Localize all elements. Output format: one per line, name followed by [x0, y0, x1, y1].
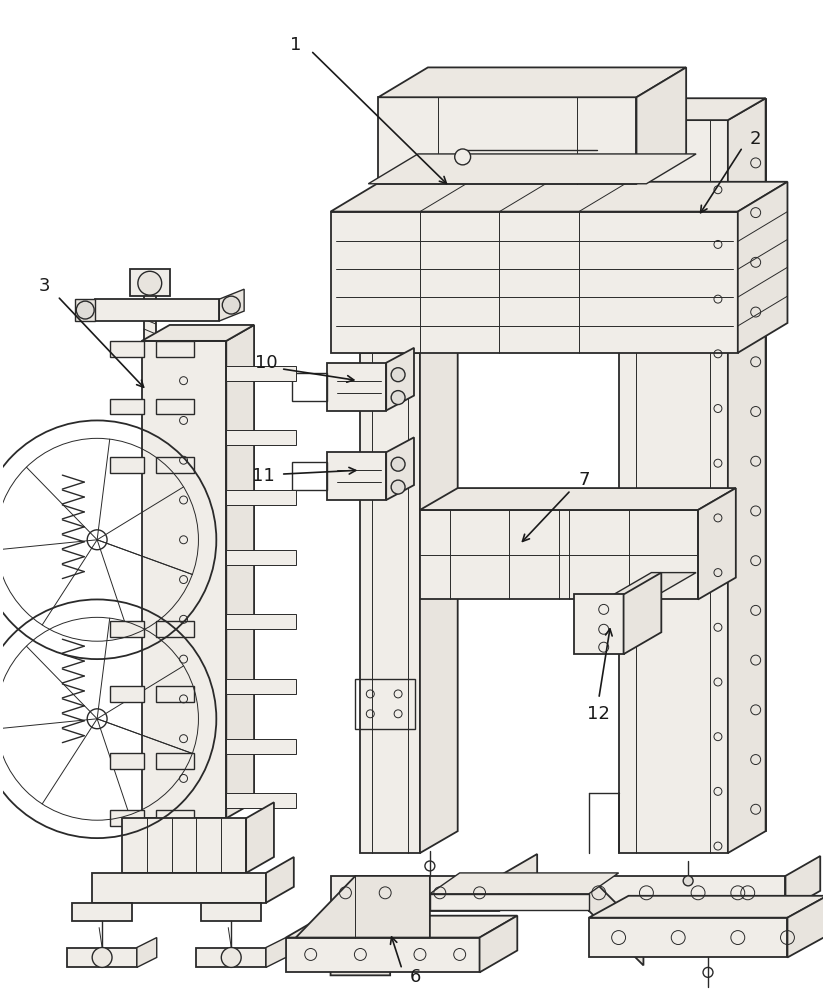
Polygon shape	[619, 98, 766, 120]
Polygon shape	[330, 212, 738, 353]
Polygon shape	[226, 739, 296, 754]
Polygon shape	[266, 938, 286, 967]
Polygon shape	[142, 341, 226, 818]
Polygon shape	[430, 873, 619, 894]
Polygon shape	[156, 341, 194, 357]
Polygon shape	[787, 896, 826, 957]
Polygon shape	[156, 686, 194, 702]
Polygon shape	[589, 896, 826, 918]
Polygon shape	[698, 488, 736, 599]
Circle shape	[93, 948, 112, 967]
Polygon shape	[156, 399, 194, 414]
Circle shape	[138, 271, 162, 295]
Polygon shape	[226, 325, 254, 818]
Polygon shape	[226, 793, 296, 808]
Polygon shape	[110, 457, 144, 473]
Polygon shape	[296, 876, 430, 938]
Polygon shape	[330, 911, 390, 975]
Polygon shape	[110, 621, 144, 637]
Polygon shape	[95, 299, 220, 321]
Text: 11: 11	[252, 467, 274, 485]
Circle shape	[392, 368, 405, 382]
Circle shape	[221, 948, 241, 967]
Circle shape	[76, 301, 94, 319]
Polygon shape	[619, 120, 728, 853]
Text: 12: 12	[587, 705, 610, 723]
Circle shape	[392, 391, 405, 405]
Polygon shape	[500, 854, 537, 911]
Polygon shape	[110, 753, 144, 768]
Polygon shape	[226, 366, 296, 381]
Polygon shape	[326, 363, 387, 410]
Polygon shape	[637, 67, 686, 184]
Text: 6: 6	[410, 968, 420, 986]
Polygon shape	[130, 269, 169, 296]
Polygon shape	[574, 594, 624, 654]
Polygon shape	[156, 457, 194, 473]
Polygon shape	[142, 325, 254, 341]
Polygon shape	[378, 67, 686, 97]
Polygon shape	[728, 98, 766, 853]
Polygon shape	[286, 938, 480, 972]
Polygon shape	[246, 802, 274, 873]
Polygon shape	[197, 948, 266, 967]
Circle shape	[683, 876, 693, 886]
Polygon shape	[73, 903, 132, 921]
Polygon shape	[226, 490, 296, 505]
Polygon shape	[68, 948, 137, 967]
Polygon shape	[266, 857, 294, 903]
Polygon shape	[387, 437, 414, 500]
Polygon shape	[589, 876, 786, 911]
Polygon shape	[330, 876, 500, 911]
Polygon shape	[330, 182, 787, 212]
Polygon shape	[326, 452, 387, 500]
Polygon shape	[614, 573, 696, 594]
Polygon shape	[144, 289, 156, 840]
Circle shape	[222, 296, 240, 314]
Circle shape	[455, 149, 471, 165]
Polygon shape	[226, 614, 296, 629]
Polygon shape	[110, 810, 144, 826]
Polygon shape	[156, 621, 194, 637]
Polygon shape	[624, 573, 662, 654]
Polygon shape	[738, 182, 787, 353]
Polygon shape	[360, 331, 458, 353]
Polygon shape	[360, 353, 420, 853]
Polygon shape	[156, 753, 194, 768]
Polygon shape	[420, 488, 736, 510]
Polygon shape	[226, 430, 296, 445]
Polygon shape	[110, 341, 144, 357]
Polygon shape	[122, 818, 246, 873]
Polygon shape	[589, 876, 643, 965]
Polygon shape	[93, 873, 266, 903]
Text: 10: 10	[254, 354, 278, 372]
Polygon shape	[786, 856, 820, 911]
Polygon shape	[420, 331, 458, 853]
Circle shape	[392, 457, 405, 471]
Polygon shape	[220, 289, 244, 321]
Polygon shape	[110, 686, 144, 702]
Circle shape	[392, 480, 405, 494]
Polygon shape	[480, 916, 517, 972]
Polygon shape	[387, 348, 414, 410]
Polygon shape	[430, 894, 589, 910]
Polygon shape	[75, 299, 95, 321]
Polygon shape	[226, 679, 296, 694]
Polygon shape	[156, 810, 194, 826]
Polygon shape	[286, 916, 517, 938]
Polygon shape	[420, 510, 698, 599]
Polygon shape	[202, 903, 261, 921]
Polygon shape	[137, 938, 157, 967]
Text: 1: 1	[290, 36, 301, 54]
Polygon shape	[368, 154, 696, 184]
Polygon shape	[378, 97, 637, 184]
Text: 7: 7	[578, 471, 590, 489]
Text: 2: 2	[750, 130, 762, 148]
Polygon shape	[226, 550, 296, 565]
Polygon shape	[589, 918, 787, 957]
Text: 3: 3	[39, 277, 50, 295]
Polygon shape	[110, 399, 144, 414]
